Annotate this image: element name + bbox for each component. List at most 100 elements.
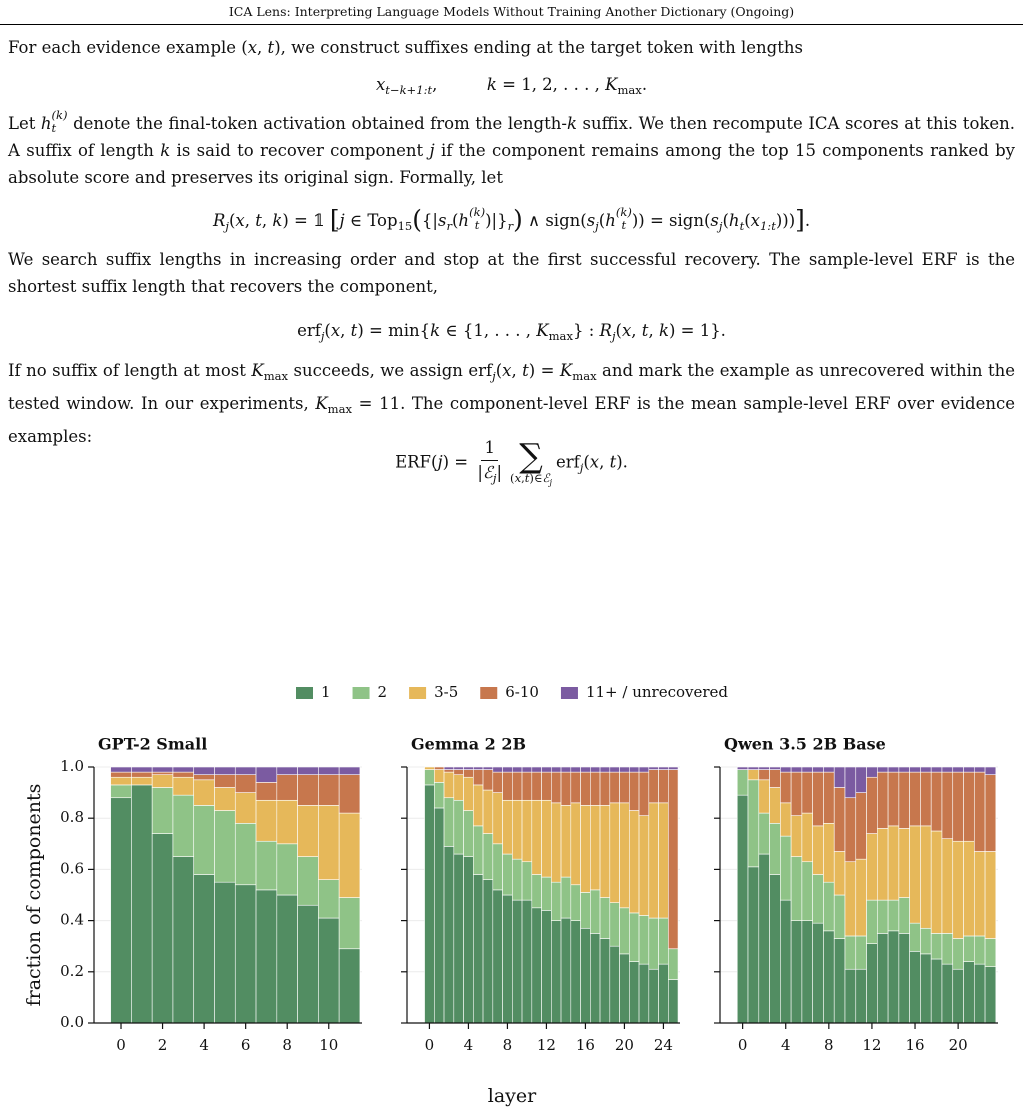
text-run: erf <box>297 321 321 340</box>
x-tick-label: 24 <box>654 1036 673 1054</box>
bar-segment <box>492 889 503 1024</box>
text-run: denote the final-token activation obtain… <box>67 114 567 133</box>
bar-segment <box>234 884 257 1024</box>
bar-segment <box>521 899 533 1024</box>
bar-segment <box>599 805 611 898</box>
text-run: ( <box>228 211 236 230</box>
bar-segment <box>580 766 591 773</box>
bar-segment <box>780 835 792 901</box>
equation: erfj(x, t) = min{k ∈ {1, . . . , Kmax} :… <box>0 316 1023 351</box>
text-run: ( <box>583 452 590 472</box>
bar-segment <box>833 787 846 852</box>
x-tick-label: 0 <box>425 1036 435 1054</box>
bar-segment <box>589 766 601 773</box>
math-symbol: 1:t <box>759 219 776 234</box>
bar-segment <box>790 815 803 857</box>
bar-segment <box>920 825 932 929</box>
bar-segment <box>941 933 954 965</box>
math-symbol: 15 <box>397 219 413 234</box>
bar-segment <box>234 792 257 824</box>
bar-segment <box>297 856 319 906</box>
bar-segment <box>769 823 781 875</box>
text-run: ) = <box>442 452 474 472</box>
y-axis-label: fraction of components <box>23 784 45 1007</box>
math-symbol: k <box>430 321 441 340</box>
bar-segment <box>151 787 174 834</box>
bar-segment <box>619 771 630 804</box>
math-symbol: max <box>617 83 642 98</box>
bar-segment <box>758 779 770 814</box>
x-tick-label: 4 <box>199 1036 209 1054</box>
bar-segment <box>234 823 257 886</box>
bar-segment <box>609 902 620 947</box>
bar-segment <box>823 771 835 824</box>
text-run: succeeds, we assign erf <box>288 361 493 380</box>
x-tick-label: 0 <box>738 1036 748 1054</box>
bar-segment <box>151 771 174 775</box>
bar-segment <box>443 769 455 773</box>
bar-segment <box>550 920 562 1024</box>
math-symbol: ℰ <box>542 471 550 486</box>
bar-segment <box>628 771 640 811</box>
bar-segment <box>599 771 611 806</box>
sup-sub: (k) t <box>616 206 632 230</box>
bar-segment <box>812 874 824 924</box>
bar-segment <box>318 879 340 919</box>
bar-segment <box>833 894 846 939</box>
math-symbol: k <box>658 321 669 340</box>
bar-segment <box>453 774 464 801</box>
bar-segment <box>667 766 679 770</box>
math-symbol: j <box>492 471 497 486</box>
sum-range: (x,t)∈ℰj <box>510 472 552 487</box>
bar-segment <box>502 853 513 896</box>
bar-segment <box>482 789 494 834</box>
bar-segment <box>255 840 278 891</box>
bar-segment <box>550 771 562 804</box>
text-run: )∈ <box>529 471 543 486</box>
bar-segment <box>463 766 474 770</box>
math-symbol: ] <box>795 204 805 234</box>
bar-segment <box>276 774 298 801</box>
bar-segment <box>531 771 542 801</box>
bar-segment <box>234 766 257 775</box>
bar-segment <box>984 851 997 939</box>
math-symbol: ) <box>513 204 523 234</box>
bar-segment <box>909 771 921 827</box>
bar-segment <box>963 766 975 773</box>
bar-segment <box>110 766 132 773</box>
bar-segment <box>833 938 846 1024</box>
math-symbol: t <box>267 38 275 57</box>
bar-segment <box>898 897 910 934</box>
superscript: (k) <box>469 205 486 220</box>
bar-segment <box>570 802 581 886</box>
bar-segment <box>823 766 835 773</box>
bar-segment <box>580 927 591 1024</box>
bar-segment <box>443 846 455 1024</box>
math-symbol: ( <box>412 204 422 234</box>
bar-segment <box>877 933 889 1024</box>
bar-segment <box>648 968 659 1024</box>
bar-segment <box>318 917 340 1024</box>
bar-segment <box>866 899 878 944</box>
bar-segment <box>736 794 749 1024</box>
bar-segment <box>550 766 562 773</box>
bar-segment <box>511 766 523 773</box>
bar-segment <box>110 784 132 799</box>
math-symbol: K <box>536 321 549 340</box>
bar-segment <box>855 792 867 860</box>
text-run: , <box>599 452 610 472</box>
text-run: , <box>511 361 523 380</box>
bar-segment <box>898 766 910 773</box>
chart-title: Qwen 3.5 2B Base <box>724 735 886 754</box>
legend-swatch <box>352 687 370 699</box>
bar-segment <box>214 766 236 775</box>
bar-segment <box>318 766 340 775</box>
math-symbol: r <box>446 219 452 234</box>
bar-segment <box>920 927 932 955</box>
bar-segment <box>801 861 813 921</box>
bar-segment <box>521 861 533 901</box>
bar-segment <box>433 769 445 783</box>
bar-segment <box>844 935 857 970</box>
bar-segment <box>658 917 669 965</box>
bar-segment <box>131 766 153 773</box>
